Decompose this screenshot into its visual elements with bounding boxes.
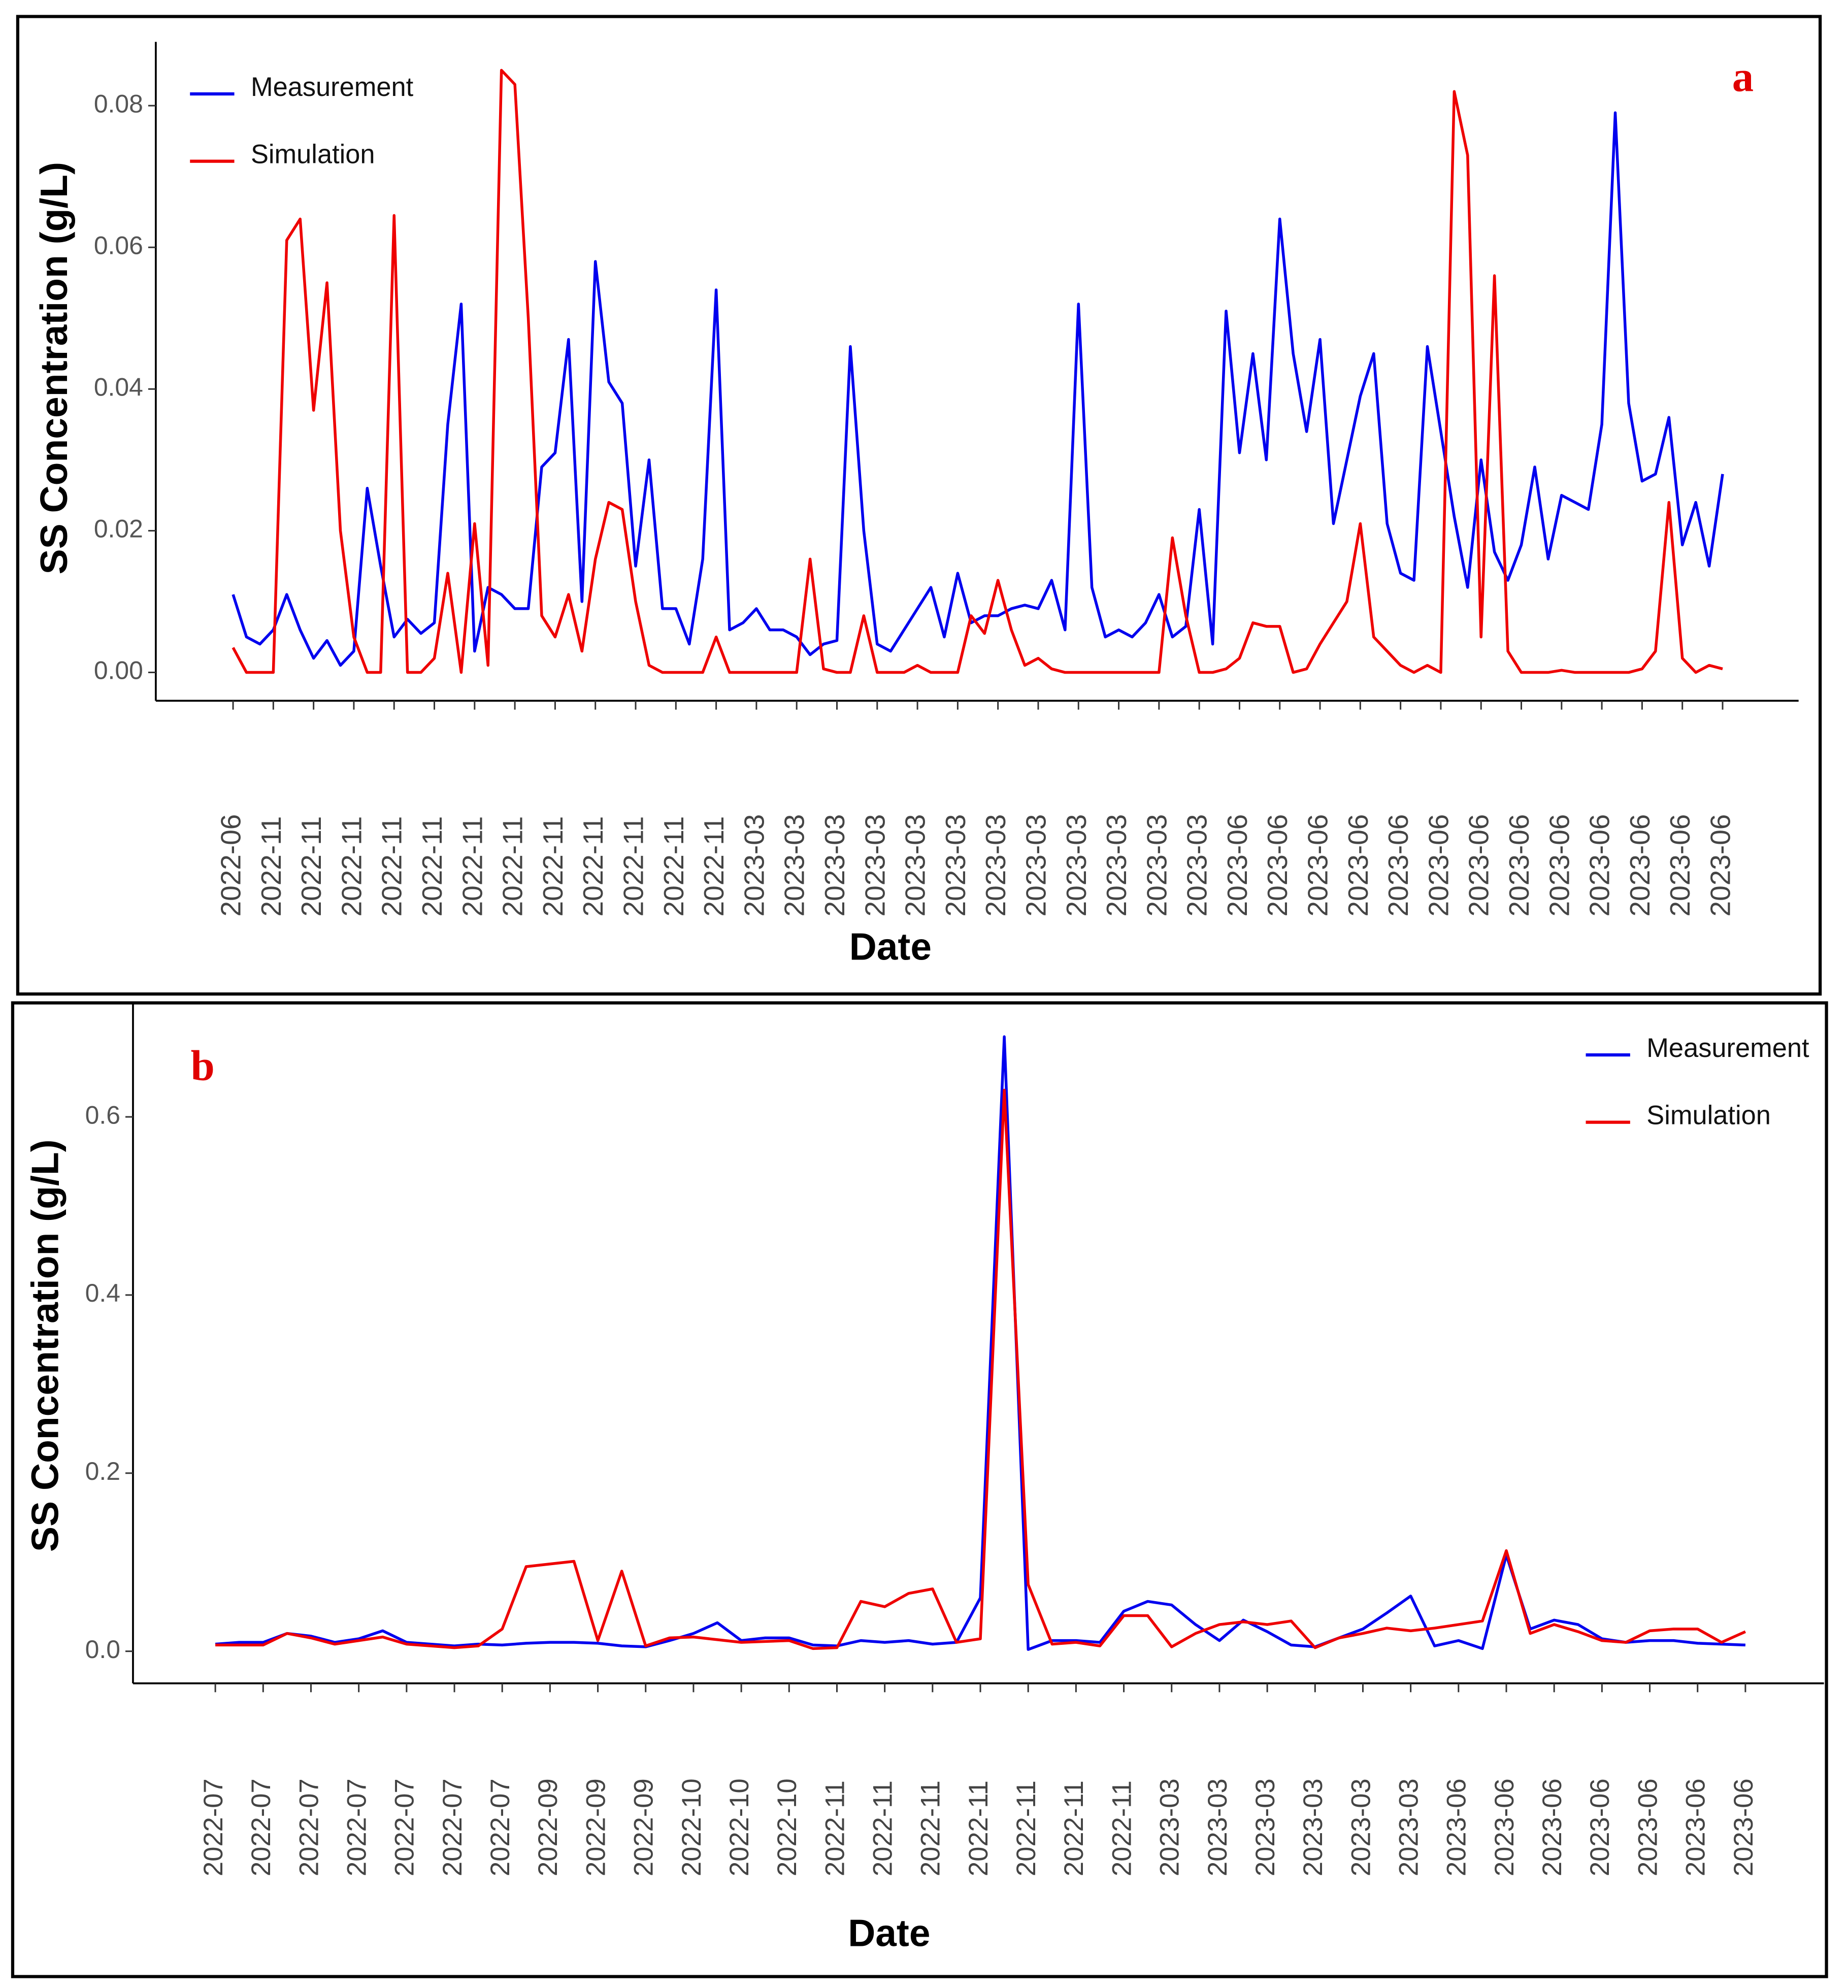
x-tick-label: 2023-03 — [819, 814, 850, 917]
x-tick-label: 2023-03 — [940, 814, 971, 917]
x-tick-label: 2023-06 — [1543, 814, 1575, 917]
x-tick-label: 2023-06 — [1538, 1778, 1567, 1876]
x-tick-label: 2022-11 — [497, 816, 529, 917]
panel-frame — [16, 15, 1822, 996]
x-tick-label: 2022-11 — [820, 1780, 850, 1876]
y-axis-label: SS Concentration (g/L) — [24, 1139, 67, 1552]
x-tick-label: 2022-11 — [456, 816, 488, 917]
x-tick-label: 2023-06 — [1442, 1778, 1472, 1876]
panel-frame — [11, 1001, 1828, 1978]
legend-label: Simulation — [1646, 1101, 1771, 1130]
x-tick-label: 2022-11 — [869, 1780, 898, 1876]
x-tick-label: 2022-11 — [295, 816, 327, 917]
y-tick-label: 0.06 — [94, 231, 143, 259]
x-tick-label: 2023-03 — [1141, 814, 1172, 917]
x-axis-label: Date — [848, 1911, 930, 1954]
x-tick-label: 2023-03 — [980, 814, 1011, 917]
x-tick-label: 2022-09 — [581, 1778, 611, 1876]
x-tick-label: 2022-07 — [199, 1778, 228, 1876]
x-tick-label: 2023-06 — [1490, 1778, 1520, 1876]
x-tick-label: 2023-03 — [1156, 1778, 1185, 1876]
x-tick-label: 2023-06 — [1342, 814, 1374, 917]
series-line — [215, 1088, 1746, 1650]
panel-letter: a — [1732, 53, 1754, 101]
x-tick-label: 2023-03 — [1203, 1778, 1233, 1876]
x-tick-label: 2022-10 — [773, 1778, 802, 1876]
series-line — [232, 69, 1723, 674]
x-tick-label: 2022-11 — [1107, 1780, 1137, 1876]
y-tick-label: 0.0 — [85, 1635, 120, 1664]
x-axis-label: Date — [849, 925, 932, 968]
series-line — [215, 1035, 1746, 1651]
legend-label: Measurement — [251, 73, 414, 102]
x-tick-label: 2022-11 — [537, 816, 569, 917]
x-tick-label: 2023-03 — [779, 814, 810, 917]
x-tick-label: 2022-10 — [725, 1778, 754, 1876]
x-tick-label: 2023-06 — [1584, 814, 1615, 917]
x-tick-label: 2022-07 — [438, 1778, 468, 1876]
panel-letter: b — [191, 1042, 215, 1089]
x-tick-label: 2022-07 — [390, 1778, 420, 1876]
x-tick-label: 2023-06 — [1681, 1778, 1711, 1876]
x-tick-label: 2023-06 — [1463, 814, 1495, 917]
x-tick-label: 2022-11 — [658, 816, 689, 917]
x-tick-label: 2022-07 — [247, 1778, 276, 1876]
x-tick-label: 2022-09 — [630, 1778, 659, 1876]
y-tick-label: 0.6 — [85, 1101, 120, 1129]
x-tick-label: 2022-11 — [698, 816, 730, 917]
x-tick-label: 2023-06 — [1222, 814, 1253, 917]
x-tick-label: 2023-06 — [1382, 814, 1414, 917]
x-tick-label: 2022-11 — [1060, 1780, 1089, 1876]
x-tick-label: 2022-11 — [336, 816, 367, 917]
x-tick-label: 2023-06 — [1302, 814, 1334, 917]
x-tick-label: 2023-06 — [1664, 814, 1696, 917]
x-tick-label: 2023-06 — [1633, 1778, 1663, 1876]
legend-label: Measurement — [1646, 1034, 1809, 1063]
x-tick-label: 2023-03 — [1346, 1778, 1376, 1876]
x-tick-label: 2023-03 — [1181, 814, 1213, 917]
x-tick-label: 2023-06 — [1503, 814, 1535, 917]
y-tick-label: 0.02 — [94, 515, 143, 543]
x-tick-label: 2023-06 — [1624, 814, 1656, 917]
legend-label: Simulation — [251, 140, 375, 169]
x-tick-label: 2022-07 — [343, 1778, 372, 1876]
x-tick-label: 2022-11 — [964, 1780, 994, 1876]
x-tick-label: 2023-03 — [1395, 1778, 1424, 1876]
x-tick-label: 2023-03 — [900, 814, 931, 917]
series-line — [232, 111, 1724, 667]
x-tick-label: 2023-03 — [1101, 814, 1132, 917]
x-tick-label: 2022-11 — [255, 816, 287, 917]
x-tick-label: 2022-09 — [534, 1778, 563, 1876]
x-tick-label: 2022-06 — [215, 814, 247, 917]
y-tick-label: 0.4 — [85, 1279, 120, 1307]
x-tick-label: 2023-03 — [738, 814, 770, 917]
x-tick-label: 2022-07 — [294, 1778, 324, 1876]
x-tick-label: 2023-06 — [1262, 814, 1293, 917]
y-axis-label: SS Concentration (g/L) — [32, 162, 75, 575]
x-tick-label: 2023-03 — [1061, 814, 1092, 917]
x-tick-label: 2023-03 — [1020, 814, 1052, 917]
x-tick-label: 2023-06 — [1705, 814, 1736, 917]
y-tick-label: 0.00 — [94, 656, 143, 685]
y-tick-label: 0.2 — [85, 1457, 120, 1485]
x-tick-label: 2023-03 — [1251, 1778, 1280, 1876]
x-tick-label: 2023-06 — [1586, 1778, 1615, 1876]
x-tick-label: 2022-11 — [416, 816, 448, 917]
x-tick-label: 2022-11 — [1012, 1780, 1041, 1876]
x-tick-label: 2023-06 — [1423, 814, 1454, 917]
x-tick-label: 2023-06 — [1729, 1778, 1759, 1876]
x-tick-label: 2022-11 — [916, 1780, 946, 1876]
y-tick-label: 0.08 — [94, 89, 143, 118]
y-tick-label: 0.04 — [94, 373, 143, 401]
x-tick-label: 2023-03 — [859, 814, 890, 917]
x-tick-label: 2023-03 — [1299, 1778, 1328, 1876]
x-tick-label: 2022-11 — [376, 816, 408, 917]
x-tick-label: 2022-10 — [677, 1778, 707, 1876]
x-tick-label: 2022-11 — [618, 816, 649, 917]
x-tick-label: 2022-07 — [486, 1778, 515, 1876]
x-tick-label: 2022-11 — [577, 816, 609, 917]
